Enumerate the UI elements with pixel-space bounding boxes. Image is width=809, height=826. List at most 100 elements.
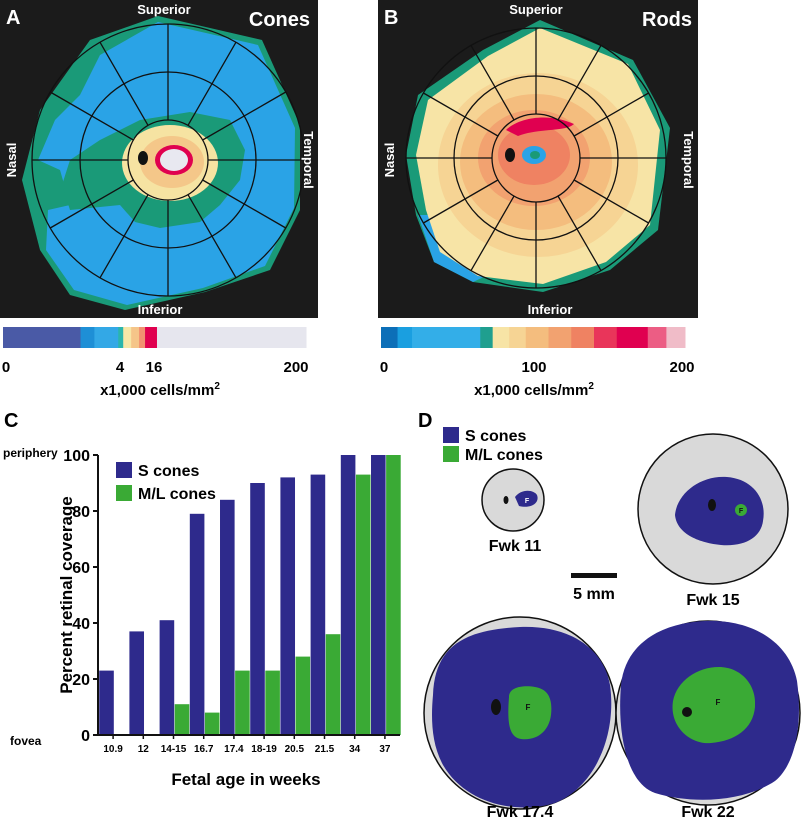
cones-colorbar-segment-1	[80, 327, 95, 348]
y-tick-label-0: 0	[81, 728, 90, 745]
retina-label-fwk-22: Fwk 22	[681, 804, 734, 821]
optic-disc-b	[505, 148, 515, 162]
bar-s-cones-10.9	[99, 670, 114, 735]
chart-y-axis-title: Percent retinal coverage	[57, 496, 76, 693]
cones-colorbar-segment-7	[145, 327, 158, 348]
rods-grid-spoke-7	[470, 195, 515, 271]
cones-grid-spokes	[32, 24, 304, 296]
panel-a-superior-label: Superior	[137, 2, 190, 17]
cones-colorbar-segment-2	[94, 327, 119, 348]
bar-s-cones-37	[371, 455, 386, 735]
bar-s-cones-21.5	[310, 474, 326, 735]
cones-grid-spoke-7	[99, 194, 149, 279]
rods-colorbar-segment-2	[412, 327, 481, 348]
legend-label-ml-cones: M/L cones	[138, 486, 216, 503]
rods-colorbar-segment-12	[666, 327, 686, 348]
panel-d-svg: D S cones M/L cones F Fwk 11 F Fwk 15 5 …	[418, 410, 801, 821]
x-tick-label-8: 34	[349, 744, 361, 755]
cones-colorbar-tick-16: 16	[146, 359, 163, 376]
d-legend-label-s-cones: S cones	[465, 428, 526, 445]
cones-fovea-peak	[160, 149, 188, 171]
fovea-mark-fwk-22: F	[716, 698, 721, 707]
rods-colorbar-segment-10	[616, 327, 649, 348]
rods-colorbar-segment-3	[480, 327, 494, 348]
x-tick-label-6: 20.5	[285, 744, 305, 755]
x-tick-label-3: 16.7	[194, 744, 214, 755]
retina-label-fwk-17-4: Fwk 17.4	[487, 804, 554, 821]
bar-s-cones-12	[129, 631, 145, 735]
cones-grid-spoke-2	[202, 91, 287, 141]
bar-s-cones-20.5	[280, 477, 296, 735]
x-tick-label-7: 21.5	[315, 744, 335, 755]
cones-colorbar-segment-8	[156, 327, 307, 348]
panel-c-letter: C	[4, 410, 18, 432]
panel-b-nasal-label: Nasal	[382, 143, 397, 178]
panel-a-inferior-label: Inferior	[138, 302, 183, 317]
scale-bar-label: 5 mm	[573, 586, 615, 603]
y-tick-label-1: 20	[72, 672, 90, 689]
retina-fwk-22: F	[615, 620, 801, 806]
rods-colorbar-segment-7	[548, 327, 572, 348]
retina-label-fwk-11: Fwk 11	[489, 538, 542, 555]
x-tick-label-9: 37	[379, 744, 391, 755]
bar-ml-cones-37	[386, 455, 401, 735]
x-tick-label-5: 18-19	[251, 744, 277, 755]
panel-b: B Rods Superior Inferior Nasal Temporal …	[378, 0, 698, 400]
rods-grid-spoke-8	[423, 179, 499, 224]
cones-colorbar-unit: x1,000 cells/mm2	[100, 381, 220, 399]
rods-peak-crescent	[506, 117, 574, 136]
panel-b-inferior-label: Inferior	[528, 302, 573, 317]
panel-a-letter: A	[6, 7, 20, 29]
cones-colorbar-tick-200: 200	[283, 359, 308, 376]
fovea-mark-fwk-15: F	[739, 508, 744, 515]
cones-grid-spoke-10	[49, 91, 134, 141]
x-tick-label-0: 10.9	[103, 744, 123, 755]
chart-bars	[99, 455, 401, 735]
rods-colorbar-tick-200: 200	[669, 359, 694, 376]
chart-y-bottom-label: fovea	[10, 734, 42, 748]
panel-b-title: Rods	[642, 9, 692, 31]
optic-disc-a	[138, 151, 148, 165]
fovea-mark-fwk-11: F	[525, 498, 530, 505]
panel-d: D S cones M/L cones F Fwk 11 F Fwk 15 5 …	[405, 405, 809, 821]
y-tick-label-3: 60	[72, 560, 90, 577]
cones-grid-spoke-8	[49, 179, 134, 229]
legend-swatch-s-cones	[116, 462, 132, 478]
rods-colorbar-segment-6	[525, 327, 550, 348]
cones-colorbar-segment-6	[139, 327, 146, 348]
bar-ml-cones-14-15	[174, 704, 190, 735]
retina-fwk-17-4: F	[423, 616, 617, 810]
d-legend-swatch-s-cones	[443, 427, 459, 443]
rods-colorbar-segment-0	[381, 327, 399, 348]
scale-bar	[571, 573, 617, 578]
rods-colorbar-tick-100: 100	[521, 359, 546, 376]
rods-colorbar-segment-5	[509, 327, 527, 348]
panel-c-chart: C periphery fovea Percent retinal covera…	[3, 410, 401, 789]
d-legend-swatch-ml-cones	[443, 446, 459, 462]
cones-grid-spoke-4	[202, 179, 287, 229]
cones-grid-spoke-1	[187, 41, 237, 126]
rods-fovea-center	[530, 151, 540, 159]
retina-fwk-15: F	[637, 433, 789, 585]
chart-y-top-label: periphery	[3, 446, 58, 460]
rods-grid-spoke-5	[557, 195, 602, 271]
panel-d-letter: D	[418, 410, 432, 432]
bar-ml-cones-17.4	[235, 670, 250, 735]
panel-c: C periphery fovea Percent retinal covera…	[0, 405, 405, 821]
bar-ml-cones-21.5	[325, 634, 341, 735]
panel-b-letter: B	[384, 7, 398, 29]
cones-colorbar	[3, 327, 307, 348]
y-tick-label-2: 40	[72, 616, 90, 633]
x-tick-label-2: 14-15	[161, 744, 187, 755]
rods-colorbar	[381, 327, 686, 348]
bar-s-cones-16.7	[189, 513, 205, 735]
legend-label-s-cones: S cones	[138, 463, 199, 480]
rods-grid-spoke-1	[557, 45, 602, 121]
bar-s-cones-18-19	[250, 483, 265, 735]
cones-colorbar-tick-0: 0	[2, 359, 10, 376]
rods-colorbar-segment-4	[492, 327, 510, 348]
x-tick-label-1: 12	[138, 744, 150, 755]
d-legend-label-ml-cones: M/L cones	[465, 447, 543, 464]
cones-colorbar-tick-4: 4	[116, 359, 125, 376]
cones-grid-spoke-11	[99, 41, 149, 126]
